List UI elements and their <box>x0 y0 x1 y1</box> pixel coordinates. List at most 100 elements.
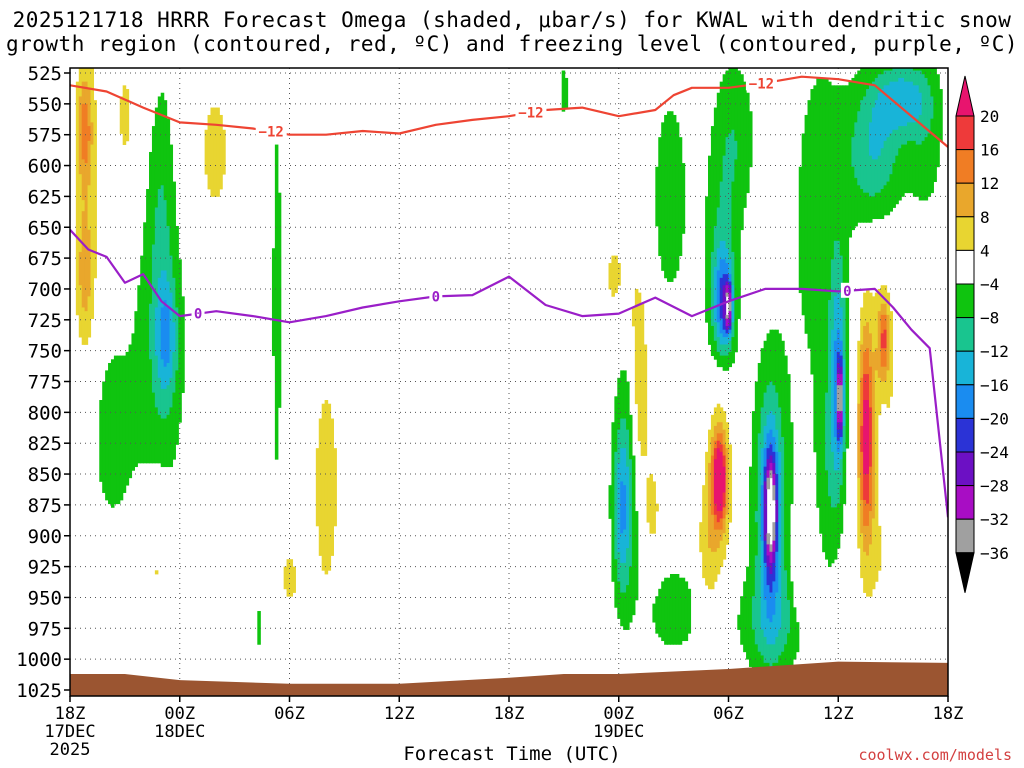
omega-cell <box>746 92 750 194</box>
omega-cell <box>119 96 124 134</box>
omega-cell <box>681 163 686 234</box>
omega-cell <box>895 68 899 83</box>
omega-cell <box>321 403 326 571</box>
omega-cell <box>725 274 730 282</box>
omega-cell <box>769 329 773 382</box>
omega-cell <box>719 444 724 453</box>
x-tick-label: 00Z <box>164 704 195 724</box>
omega-cell <box>883 348 888 368</box>
omega-cell <box>828 300 832 497</box>
omega-cell <box>116 355 121 505</box>
omega-cell <box>658 588 662 638</box>
omega-cell <box>763 599 768 638</box>
omega-cell <box>728 329 733 334</box>
omega-cell <box>113 355 118 505</box>
omega-cell <box>731 129 735 182</box>
y-tick-label: 950 <box>28 587 62 609</box>
omega-cell <box>728 340 733 353</box>
omega-cell <box>839 485 844 534</box>
chart-title-line-1: 2025121718 HRRR Forecast Omega (shaded, … <box>12 8 1012 32</box>
omega-cell <box>728 351 733 368</box>
omega-cell <box>860 499 864 534</box>
omega-cell <box>667 111 671 282</box>
omega-cell <box>78 68 83 97</box>
omega-cell <box>713 503 718 516</box>
omega-cell <box>134 311 138 468</box>
omega-cell <box>830 507 835 564</box>
omega-cell <box>620 592 624 627</box>
freezing-level-contour-label: 0 <box>843 284 851 300</box>
omega-cell <box>851 166 855 231</box>
omega-cell <box>839 355 844 368</box>
omega-cell <box>751 411 756 597</box>
omega-cell <box>728 311 733 319</box>
y-tick-label: 525 <box>28 63 62 85</box>
omega-cell <box>772 474 776 486</box>
colorbar-bin <box>955 317 975 352</box>
omega-cell <box>620 370 624 419</box>
omega-cell <box>871 196 876 220</box>
omega-cell <box>860 189 864 223</box>
omega-cell <box>918 114 923 145</box>
omega-cell <box>836 422 841 431</box>
site-credit: coolwx.com/models <box>858 746 1012 764</box>
omega-cell <box>722 155 727 242</box>
omega-cell <box>149 151 153 305</box>
omega-cell <box>219 114 223 190</box>
omega-cell <box>892 163 896 208</box>
omega-cell <box>722 318 727 331</box>
x-tick-label: 12Z <box>823 704 854 724</box>
omega-cell <box>160 270 165 308</box>
colorbar-bin <box>955 451 975 487</box>
omega-cell <box>787 374 791 601</box>
omega-cell <box>836 351 841 364</box>
omega-cell <box>907 68 911 83</box>
omega-cell <box>833 470 838 508</box>
omega-cell <box>866 374 870 401</box>
omega-cell <box>93 100 97 279</box>
omega-cell <box>866 288 870 323</box>
omega-cell <box>719 529 724 542</box>
omega-cell <box>719 277 724 319</box>
omega-cell <box>871 159 876 197</box>
omega-cell <box>825 470 829 560</box>
omega-cell <box>204 129 209 175</box>
x-tick-label: 06Z <box>274 704 305 724</box>
omega-cell <box>617 462 621 553</box>
omega-cell <box>825 77 829 394</box>
omega-cell <box>921 74 926 142</box>
omega-cell <box>772 614 776 645</box>
omega-cell <box>845 85 850 449</box>
dgz-minus12-contour-label: −12 <box>518 105 543 121</box>
omega-cell <box>672 574 677 645</box>
omega-cell <box>830 329 835 453</box>
omega-cell <box>623 529 627 564</box>
omega-cell <box>860 533 864 579</box>
omega-cell <box>102 381 106 493</box>
omega-cell <box>614 396 618 453</box>
omega-cell <box>883 70 888 86</box>
omega-cell <box>687 588 692 634</box>
omega-cell <box>874 159 879 194</box>
omega-cell <box>151 126 156 245</box>
omega-cell <box>620 448 624 482</box>
omega-cell <box>778 333 782 408</box>
omega-cell <box>918 70 923 94</box>
omega-cell <box>710 514 715 553</box>
y-tick-label: 800 <box>28 402 62 424</box>
omega-cell <box>84 68 89 83</box>
omega-cell <box>716 422 721 434</box>
omega-cell <box>907 122 911 142</box>
omega-cell <box>766 477 771 490</box>
omega-cell <box>868 407 873 468</box>
omega-cell <box>871 518 876 590</box>
omega-cell <box>661 122 665 271</box>
omega-cell <box>327 403 332 571</box>
omega-cell <box>634 288 639 405</box>
omega-cell <box>874 77 879 101</box>
omega-cell <box>731 285 735 323</box>
y-tick-label: 1025 <box>16 680 62 702</box>
omega-cell <box>719 422 724 434</box>
omega-cell <box>866 348 870 375</box>
colorbar-bin <box>955 182 975 218</box>
